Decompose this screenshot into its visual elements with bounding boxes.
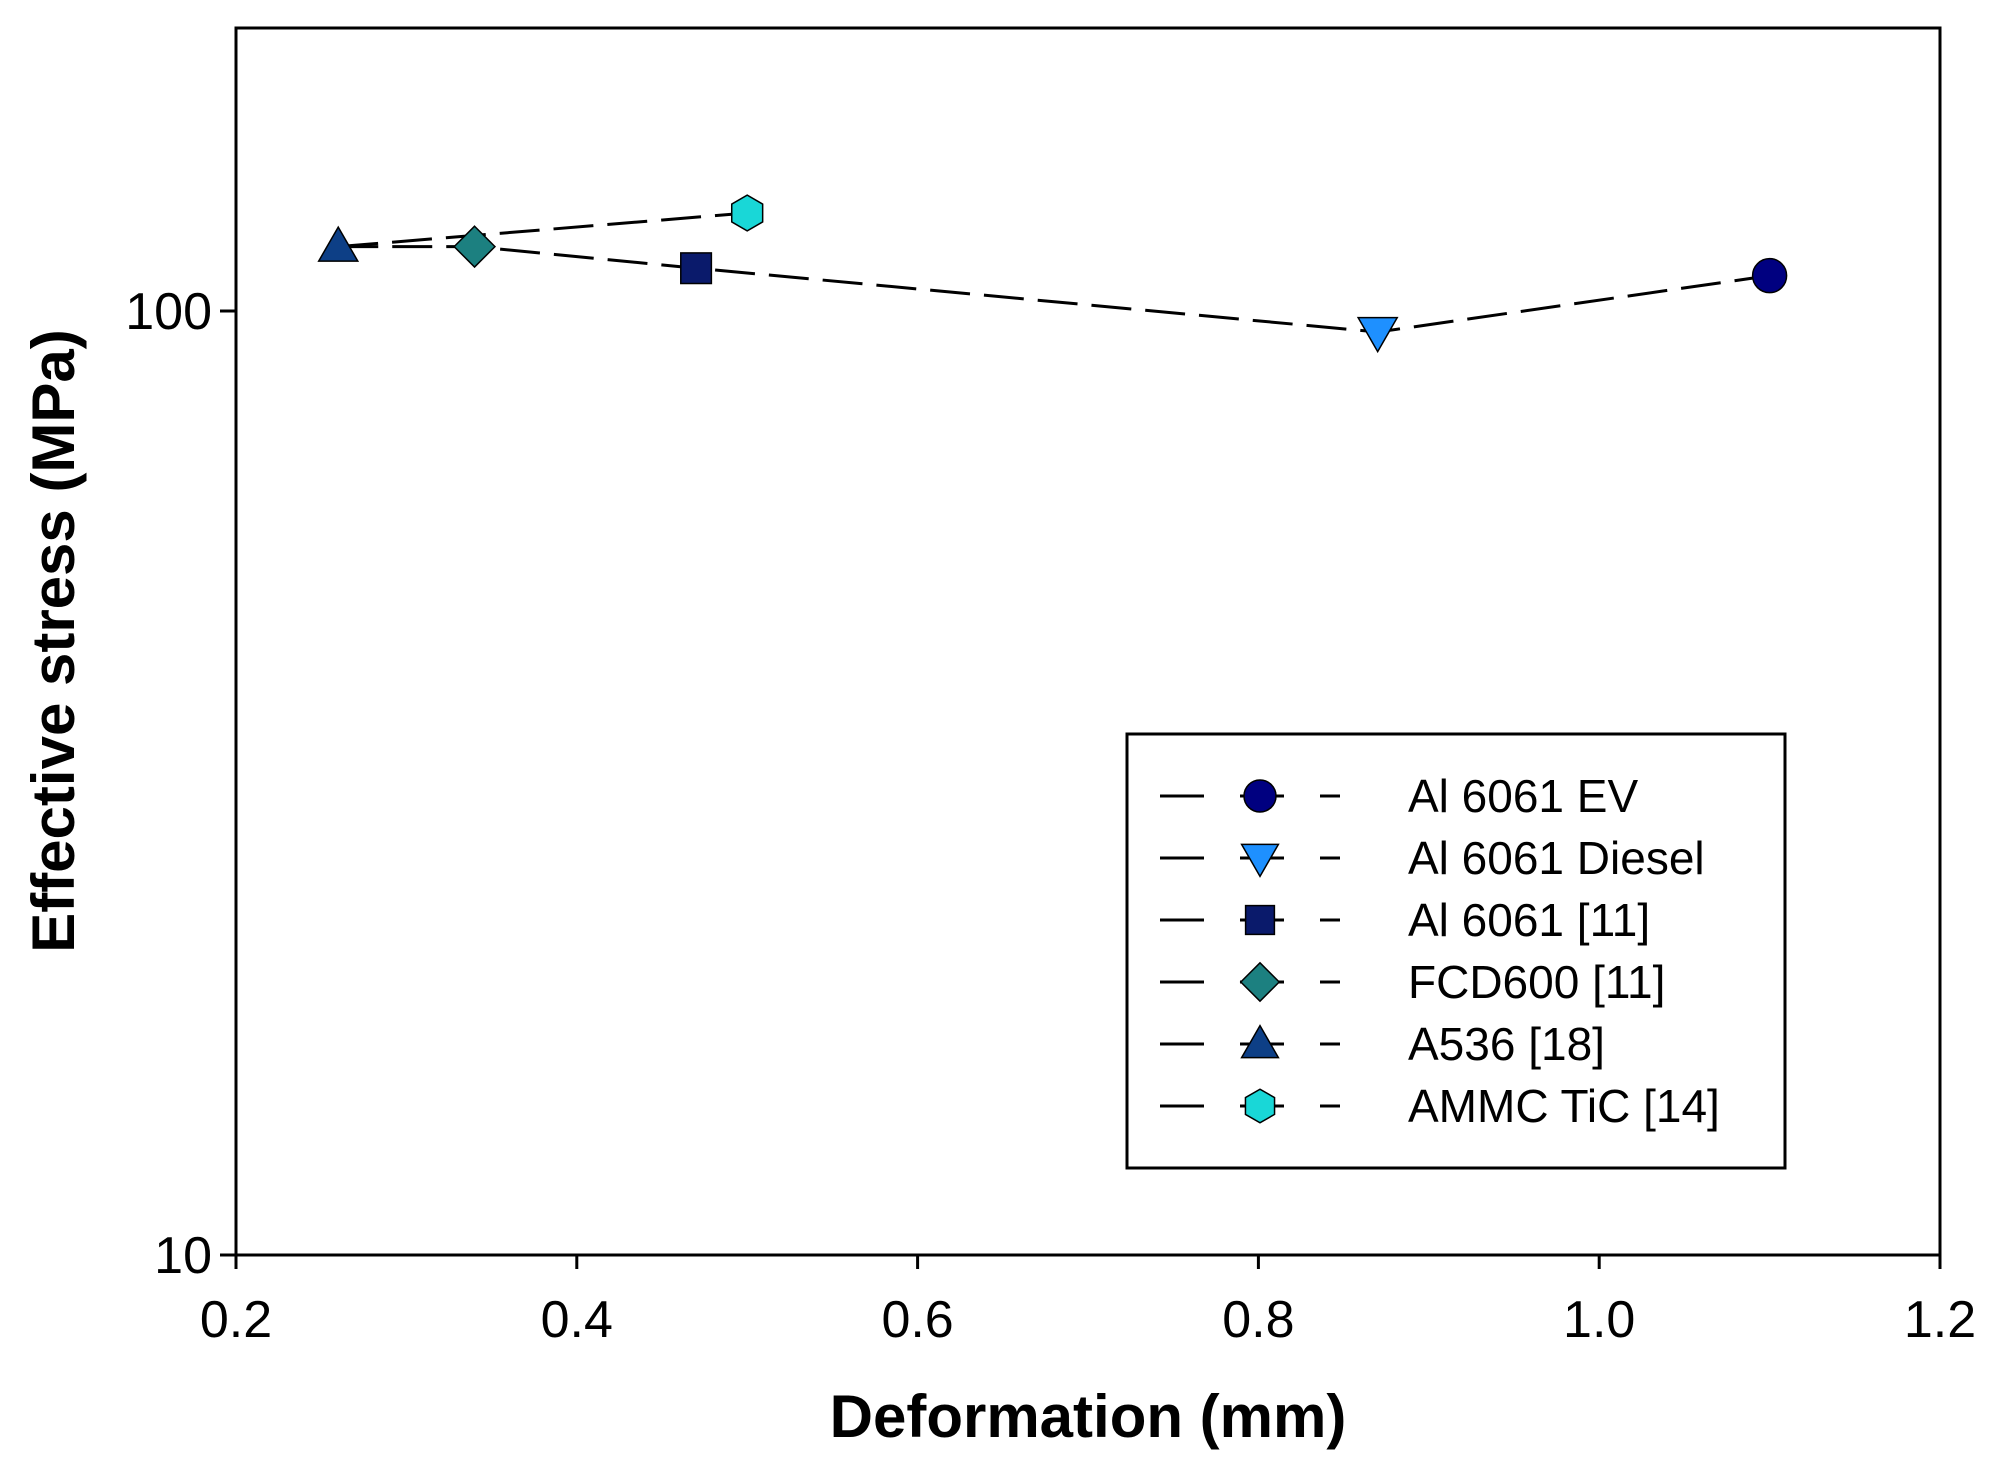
legend-marker-al-6061-11: [1244, 904, 1276, 936]
legend-label: FCD600 [11]: [1408, 956, 1665, 1008]
point-ammc-tic-14: [730, 194, 764, 232]
x-tick-label: 0.4: [541, 1291, 613, 1349]
y-tick-label: 10: [154, 1227, 212, 1285]
point-al-6061-diesel: [1356, 316, 1399, 354]
legend-label: AMMC TiC [14]: [1408, 1080, 1720, 1132]
x-tick-label: 1.2: [1904, 1291, 1976, 1349]
connecting-lines: [338, 211, 1770, 334]
legend-box: [1125, 732, 1787, 1170]
connecting-line: [338, 245, 1770, 334]
legend-label: Al 6061 EV: [1408, 770, 1638, 822]
data-points: [317, 194, 1788, 354]
legend-label: Al 6061 Diesel: [1408, 832, 1705, 884]
x-tick-label: 0.2: [200, 1291, 272, 1349]
x-tick-label: 0.8: [1222, 1291, 1294, 1349]
plot-frame: [234, 26, 1942, 1257]
y-tick-label: 100: [125, 283, 212, 341]
connecting-line: [338, 211, 748, 249]
legend-marker-a536-18: [1240, 1024, 1280, 1059]
point-fcd600-11: [453, 225, 497, 269]
legend-marker-fcd600-11: [1239, 961, 1281, 1003]
y-axis-title: Effective stress (MPa): [20, 329, 87, 953]
legend-label: A536 [18]: [1408, 1018, 1605, 1070]
legend: Al 6061 EV Al 6061 Diesel Al 6061 [11] FCD6…: [1125, 732, 1787, 1170]
legend-marker-al-6061-ev: [1243, 779, 1277, 813]
point-a536-18: [317, 225, 360, 262]
legend-marker-ammc-tic-14: [1244, 1088, 1276, 1124]
x-tick-label: 0.6: [881, 1291, 953, 1349]
point-al-6061-11: [680, 252, 713, 285]
point-al-6061-ev: [1751, 257, 1788, 294]
legend-marker-al-6061-diesel: [1240, 843, 1280, 878]
axis-ticks: 0.2 0.4 0.6 0.8 1.0 1.2 10 100: [125, 283, 1976, 1349]
x-tick-label: 1.0: [1563, 1291, 1635, 1349]
legend-label: Al 6061 [11]: [1408, 894, 1650, 946]
x-axis-title: Deformation (mm): [830, 1383, 1347, 1450]
